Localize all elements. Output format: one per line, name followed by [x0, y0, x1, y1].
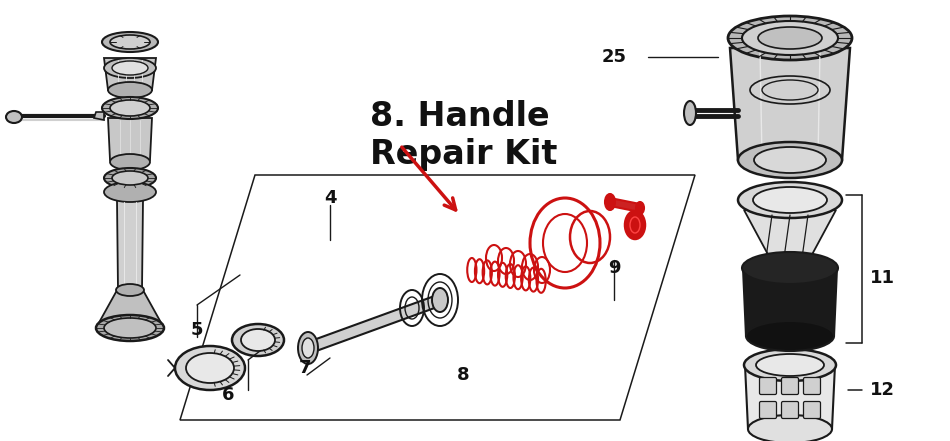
Ellipse shape [175, 346, 245, 390]
Polygon shape [730, 48, 850, 160]
Text: 5: 5 [191, 321, 203, 339]
Ellipse shape [104, 318, 156, 338]
Ellipse shape [742, 21, 838, 55]
FancyBboxPatch shape [759, 401, 776, 419]
Polygon shape [117, 200, 143, 290]
Ellipse shape [102, 97, 158, 119]
Polygon shape [610, 198, 640, 212]
Ellipse shape [108, 82, 152, 98]
FancyBboxPatch shape [782, 401, 799, 419]
Text: 7: 7 [298, 359, 312, 377]
Ellipse shape [636, 202, 644, 214]
Ellipse shape [302, 338, 314, 358]
Ellipse shape [744, 349, 836, 381]
FancyBboxPatch shape [759, 377, 776, 395]
Ellipse shape [110, 154, 150, 170]
Ellipse shape [112, 61, 148, 75]
FancyBboxPatch shape [804, 377, 821, 395]
Polygon shape [104, 58, 156, 90]
Ellipse shape [6, 111, 22, 123]
Text: 25: 25 [601, 48, 626, 66]
Ellipse shape [728, 16, 852, 60]
Text: 6: 6 [221, 386, 235, 404]
Ellipse shape [625, 211, 645, 239]
Ellipse shape [738, 142, 842, 178]
Ellipse shape [742, 252, 838, 284]
Ellipse shape [756, 354, 824, 376]
Polygon shape [96, 292, 164, 328]
Ellipse shape [684, 101, 696, 125]
Ellipse shape [748, 415, 832, 441]
Ellipse shape [232, 324, 284, 356]
Text: 9: 9 [608, 259, 620, 277]
Text: 8. Handle
Repair Kit: 8. Handle Repair Kit [370, 100, 558, 171]
Ellipse shape [96, 315, 164, 341]
Ellipse shape [116, 284, 144, 296]
Text: 11: 11 [869, 269, 895, 287]
Ellipse shape [754, 147, 826, 173]
Ellipse shape [753, 187, 827, 213]
Ellipse shape [102, 32, 158, 52]
Text: 4: 4 [324, 189, 336, 207]
Polygon shape [743, 268, 837, 336]
FancyBboxPatch shape [782, 377, 799, 395]
Polygon shape [308, 294, 440, 354]
Ellipse shape [241, 329, 275, 351]
Ellipse shape [110, 100, 150, 116]
Ellipse shape [112, 171, 148, 185]
Polygon shape [745, 365, 835, 429]
Text: 12: 12 [869, 381, 895, 399]
Ellipse shape [298, 332, 318, 364]
Ellipse shape [746, 321, 834, 351]
Ellipse shape [186, 353, 234, 383]
Ellipse shape [104, 168, 156, 188]
Polygon shape [744, 210, 836, 262]
Ellipse shape [104, 182, 156, 202]
Polygon shape [108, 118, 152, 160]
FancyBboxPatch shape [804, 401, 821, 419]
Polygon shape [94, 112, 104, 120]
Ellipse shape [110, 35, 150, 49]
Ellipse shape [758, 27, 822, 49]
Ellipse shape [772, 256, 808, 268]
Text: 8: 8 [457, 366, 469, 384]
Ellipse shape [738, 182, 842, 218]
Ellipse shape [432, 288, 448, 312]
Ellipse shape [104, 58, 156, 78]
Ellipse shape [605, 194, 615, 210]
